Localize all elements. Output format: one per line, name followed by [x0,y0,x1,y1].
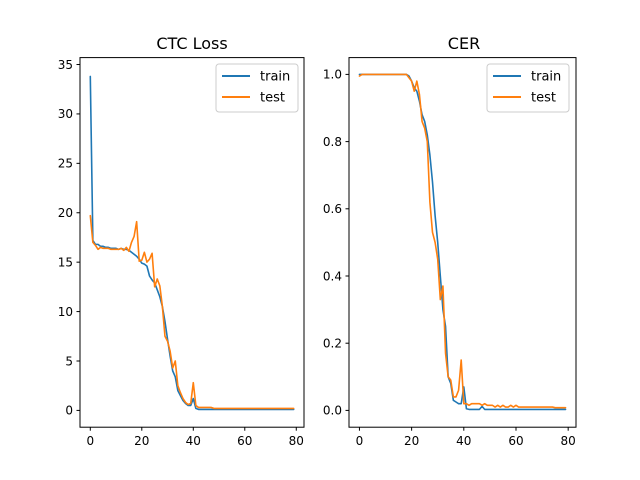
cer-ytick-label: 0.2 [323,337,342,351]
ctc-loss-ytick-label: 15 [58,255,73,269]
ctc-loss-test-line [89,214,295,410]
ctc-loss-xtick-label: 20 [134,434,149,448]
ctc-loss-axes-frame [79,57,305,428]
ctc-loss-lines [89,75,295,411]
ctc-loss-ytick-label: 35 [58,58,73,72]
cer-test-line [358,73,567,409]
cer-axes-frame [348,57,577,428]
cer-legend-test-label: test [531,91,556,106]
cer-ytick-label: 0.8 [323,135,342,149]
ctc-loss-ytick-label: 25 [58,157,73,171]
ctc-loss-legend: train test [215,63,299,113]
ctc-loss-xtick-label: 0 [86,434,94,448]
cer-ytick-label: 1.0 [323,68,342,82]
cer-legend: train test [486,63,570,113]
cer-legend-train-label: train [531,70,561,85]
ctc-loss-legend-train-label: train [260,70,290,85]
ctc-loss-ticks: 0 20 40 60 80 0 5 10 15 20 25 30 35 [58,58,304,448]
cer-xtick-label: 60 [508,434,523,448]
cer-panel: CER 0 20 40 60 80 0.0 0.2 0.4 0.6 0.8 1.0 train te… [323,34,577,449]
ctc-loss-ytick-label: 20 [58,206,73,220]
ctc-loss-panel: CTC Loss 0 20 40 60 80 0 5 10 15 20 25 30 35 train t… [58,34,305,448]
cer-ytick-label: 0.4 [323,269,342,283]
ctc-loss-title: CTC Loss [156,34,227,53]
cer-lines [358,73,567,411]
ctc-loss-ytick-label: 0 [65,404,73,418]
cer-ticks: 0 20 40 60 80 0.0 0.2 0.4 0.6 0.8 1.0 [323,68,576,449]
ctc-loss-legend-test-label: test [260,91,285,106]
ctc-loss-ytick-label: 5 [65,354,73,368]
ctc-loss-ytick-label: 30 [58,107,73,121]
cer-xtick-label: 80 [561,434,576,448]
cer-ytick-label: 0.6 [323,202,342,216]
ctc-loss-xtick-label: 40 [186,434,201,448]
ctc-loss-xtick-label: 80 [289,434,304,448]
cer-title: CER [448,34,480,53]
cer-xtick-label: 0 [356,434,364,448]
ctc-loss-ytick-label: 10 [58,305,73,319]
ctc-loss-xtick-label: 60 [237,434,252,448]
cer-xtick-label: 40 [456,434,471,448]
cer-xtick-label: 20 [404,434,419,448]
cer-ytick-label: 0.0 [323,404,342,418]
